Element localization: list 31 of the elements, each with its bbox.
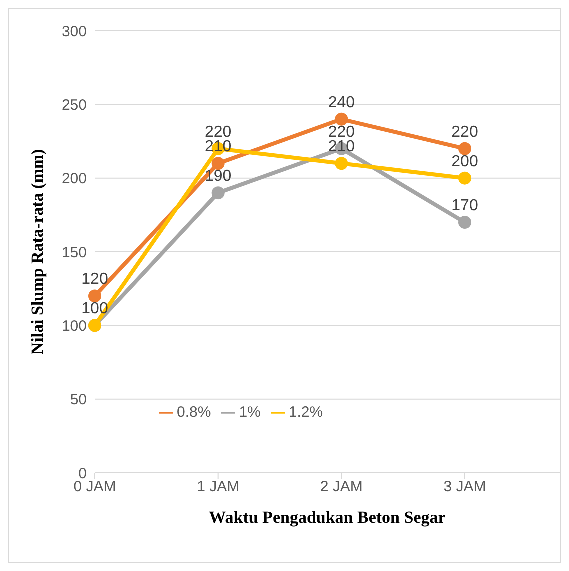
data-label: 220 <box>204 124 232 141</box>
y-axis-title: Nilai Slump Rata-rata (mm) <box>28 149 48 355</box>
x-tick-label: 1 JAM <box>197 478 240 496</box>
point <box>212 186 225 200</box>
point <box>458 142 472 156</box>
x-tick-label: 2 JAM <box>320 478 363 496</box>
data-label: 220 <box>328 124 356 141</box>
y-tick-label: 300 <box>62 23 87 40</box>
point <box>458 216 472 230</box>
x-tick-label: 3 JAM <box>444 478 486 496</box>
x-axis-title: Waktu Pengadukan Beton Segar <box>209 508 446 527</box>
data-label: 210 <box>328 138 356 156</box>
point <box>335 157 348 170</box>
data-label: 120 <box>82 271 108 288</box>
legend-label: 1.2% <box>288 404 324 421</box>
data-label: 220 <box>452 124 478 141</box>
point <box>458 172 472 185</box>
y-tick-label: 150 <box>62 244 87 262</box>
data-label: 200 <box>452 153 478 170</box>
y-tick-label: 50 <box>70 392 87 409</box>
legend-label: 1% <box>239 404 261 421</box>
point <box>335 112 348 126</box>
data-label: 190 <box>204 168 232 186</box>
y-tick-label: 100 <box>62 318 87 335</box>
y-tick-label: 250 <box>62 96 87 114</box>
y-tick-label: 200 <box>62 170 87 188</box>
point <box>88 290 102 303</box>
data-label: 170 <box>452 198 478 215</box>
point <box>212 157 225 170</box>
data-label: 240 <box>328 94 356 112</box>
legend-label: 0.8% <box>177 404 212 421</box>
